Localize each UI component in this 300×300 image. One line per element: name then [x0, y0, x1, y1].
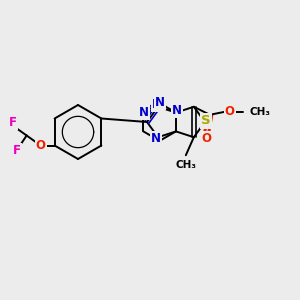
Text: S: S: [201, 115, 211, 128]
Text: N: N: [172, 104, 182, 117]
Text: CH₃: CH₃: [175, 160, 196, 170]
Text: O: O: [202, 132, 212, 145]
Text: N: N: [151, 132, 161, 145]
Text: F: F: [13, 144, 21, 157]
Text: N: N: [152, 98, 162, 111]
Text: O: O: [225, 105, 235, 118]
Text: N: N: [140, 106, 149, 119]
Text: N: N: [155, 96, 165, 109]
Text: O: O: [36, 139, 46, 152]
Text: F: F: [9, 116, 16, 129]
Text: CH₃: CH₃: [250, 107, 271, 117]
